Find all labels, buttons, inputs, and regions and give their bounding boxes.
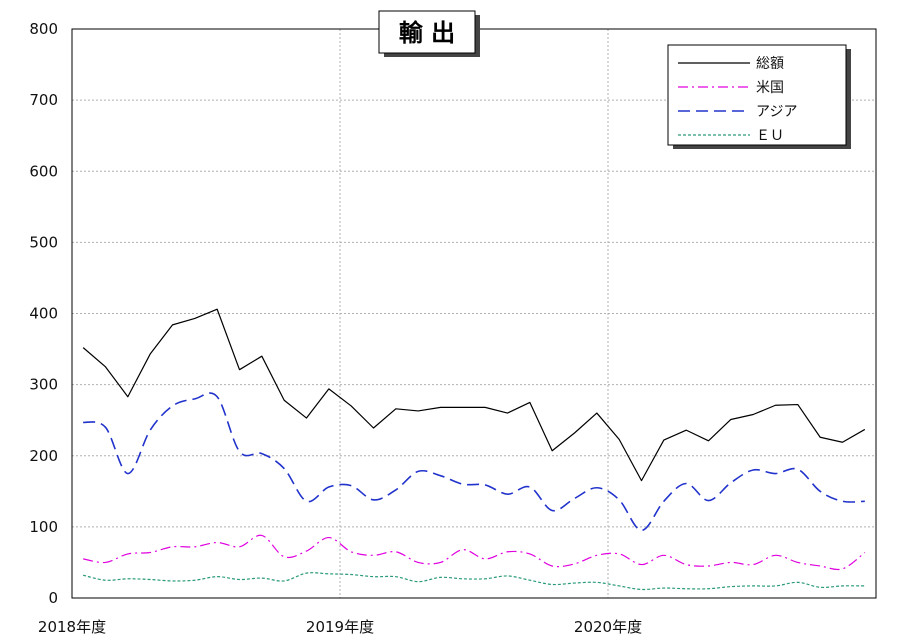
legend-label-1: 米国 [756, 80, 784, 96]
x-tick-label: 2020年度 [574, 618, 642, 636]
y-tick-label: 500 [29, 233, 58, 251]
chart-title: 輸 出 [399, 19, 455, 47]
y-tick-label: 400 [29, 305, 58, 323]
series-line-2 [82, 392, 865, 532]
y-tick-label: 800 [29, 20, 58, 38]
series-lines [82, 308, 866, 591]
y-tick-label: 600 [29, 162, 58, 180]
series-line-1 [83, 534, 866, 571]
series-line-0 [82, 308, 866, 482]
legend-label-0: 総額 [756, 56, 784, 72]
chart-title-box: 輸 出 [378, 10, 480, 57]
x-tick-label: 2018年度 [38, 618, 106, 636]
y-axis-ticks: 0 100 200 300 400 500 600 700 800 [29, 20, 58, 607]
y-tick-label: 300 [29, 376, 58, 394]
legend-label-3: ＥＵ [756, 128, 784, 144]
y-tick-label: 0 [48, 589, 58, 607]
x-axis-ticks: 2018年度 2019年度 2020年度 [38, 618, 642, 636]
legend-label-2: アジア [756, 104, 797, 120]
x-tick-label: 2019年度 [306, 618, 374, 636]
y-tick-label: 100 [29, 518, 58, 536]
y-tick-label: 700 [29, 91, 58, 109]
y-tick-label: 200 [29, 447, 58, 465]
series-line-3 [83, 572, 865, 591]
